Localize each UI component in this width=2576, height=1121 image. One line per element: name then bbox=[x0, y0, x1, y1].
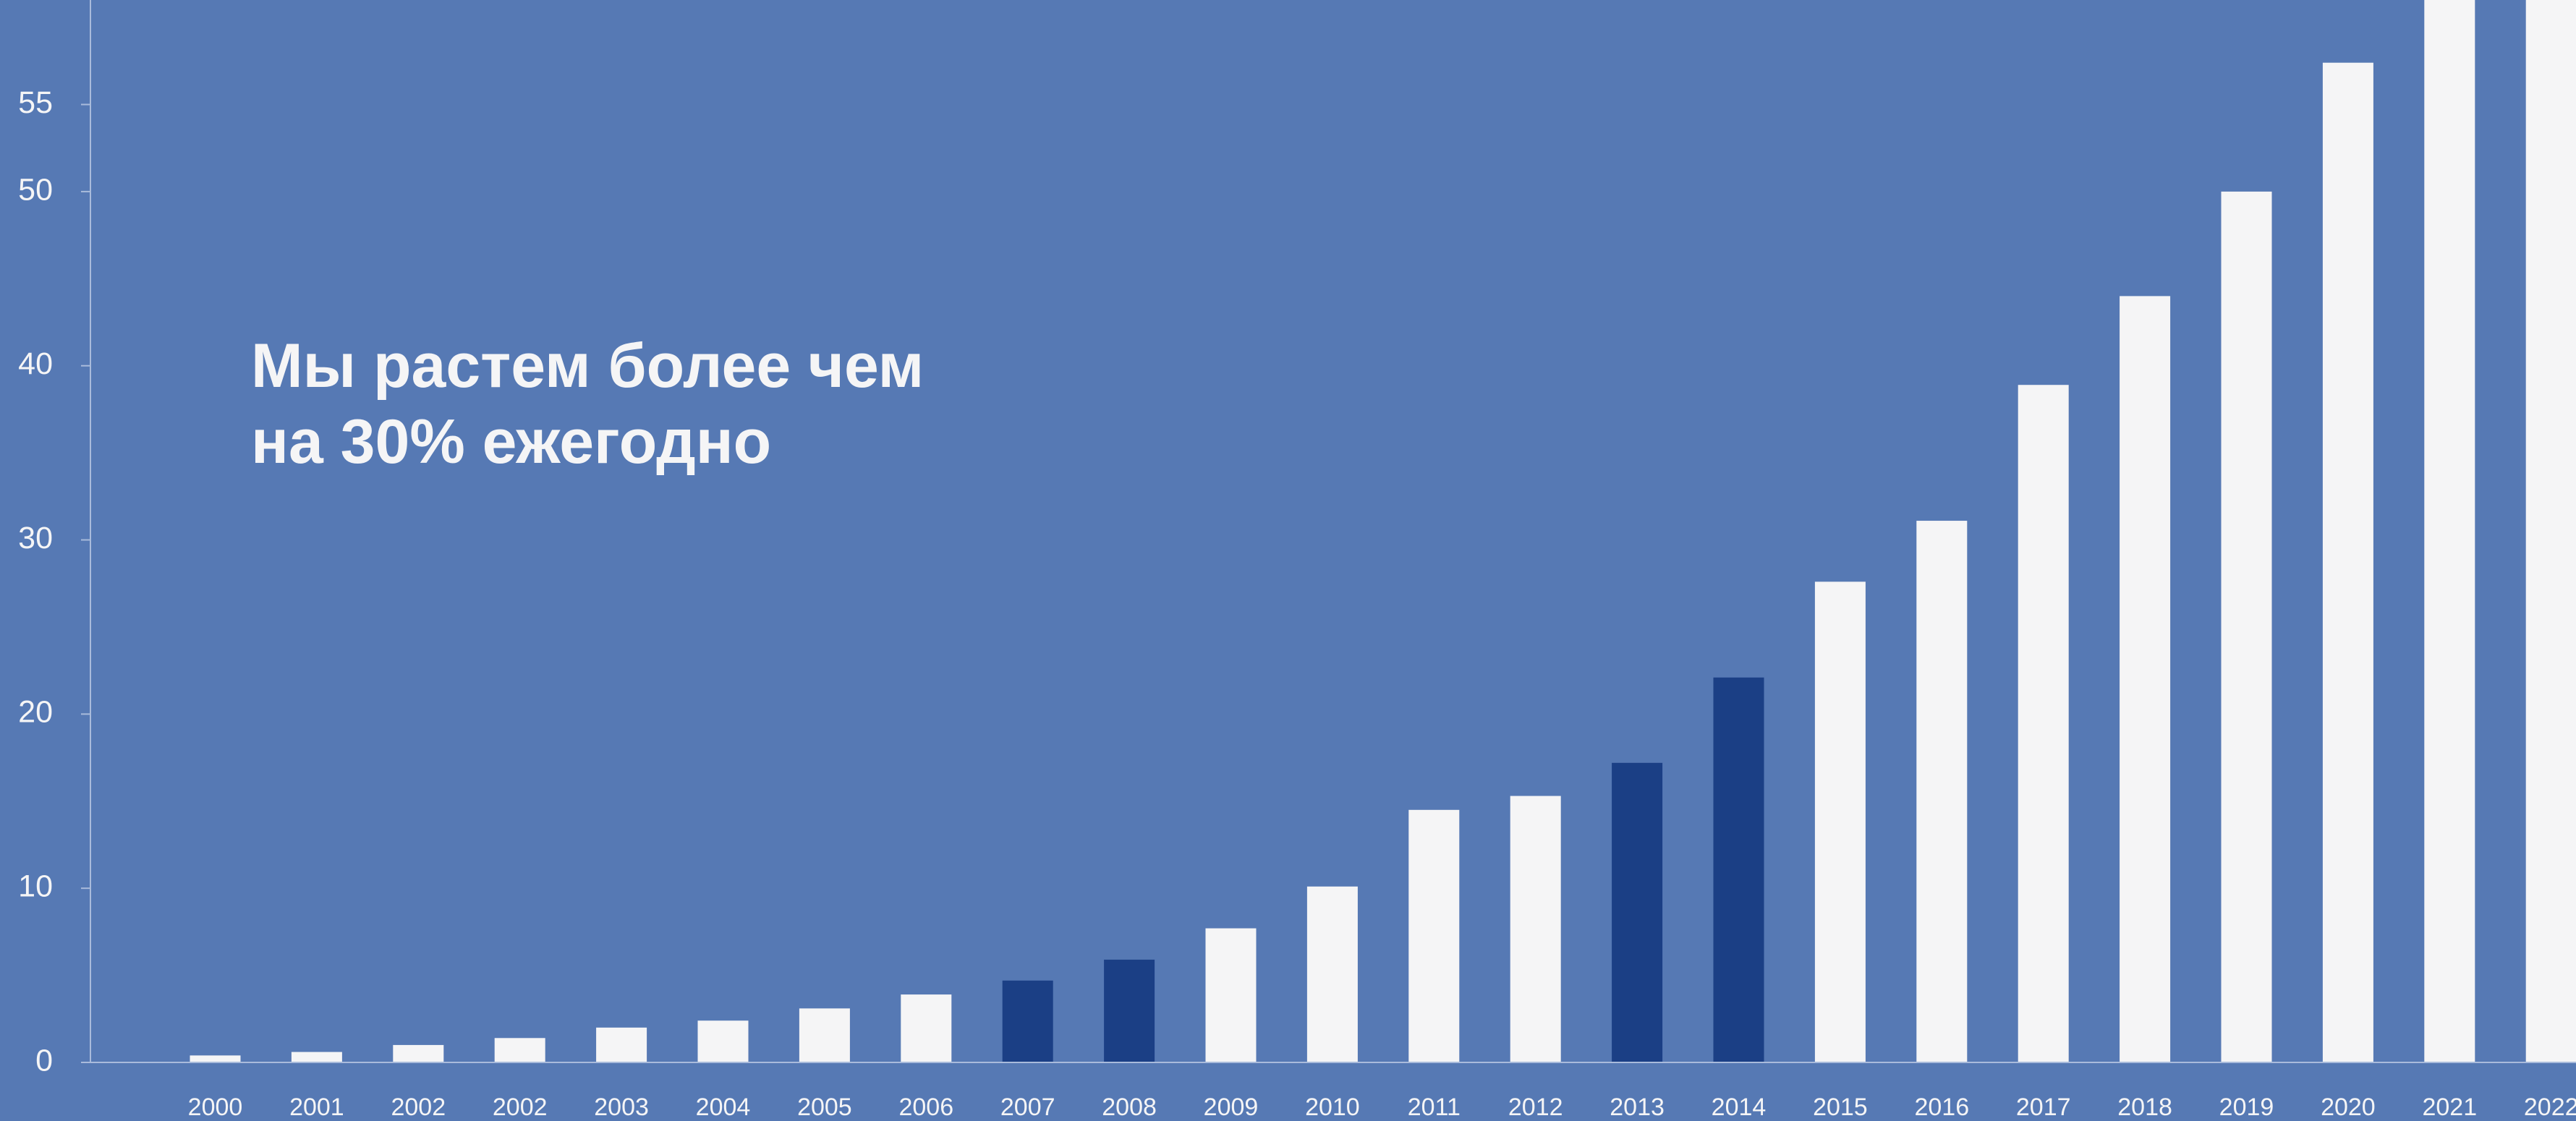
bar bbox=[1814, 581, 1866, 1062]
bar bbox=[596, 1027, 647, 1062]
x-tick-label: 2005 bbox=[797, 1094, 852, 1121]
x-tick-label: 2002 bbox=[391, 1094, 446, 1121]
bar bbox=[291, 1052, 342, 1062]
x-tick-label: 2000 bbox=[188, 1094, 243, 1121]
x-tick-label: 2019 bbox=[2219, 1094, 2274, 1121]
bar bbox=[1408, 809, 1460, 1062]
bar bbox=[1002, 980, 1053, 1062]
bar bbox=[2322, 62, 2373, 1063]
chart-title: на 30% ежегодно bbox=[251, 407, 771, 477]
x-tick-label: 2010 bbox=[1305, 1094, 1360, 1121]
y-tick-label: 30 bbox=[18, 521, 53, 555]
bar bbox=[901, 994, 952, 1062]
x-tick-label: 2011 bbox=[1408, 1094, 1461, 1121]
x-tick-label: 2021 bbox=[2422, 1094, 2477, 1121]
bar bbox=[1916, 521, 1968, 1062]
x-tick-label: 2001 bbox=[289, 1094, 344, 1121]
y-tick-label: 40 bbox=[18, 346, 53, 381]
bar bbox=[393, 1044, 444, 1062]
y-tick-label: 50 bbox=[18, 172, 53, 207]
x-tick-label: 2020 bbox=[2321, 1094, 2376, 1121]
x-tick-label: 2015 bbox=[1813, 1094, 1868, 1121]
chart-title: Мы растем более чем bbox=[251, 331, 924, 401]
x-tick-label: 2009 bbox=[1204, 1094, 1259, 1121]
bar bbox=[1306, 886, 1358, 1062]
bar bbox=[1510, 796, 1561, 1062]
x-tick-label: 2016 bbox=[1914, 1094, 1969, 1121]
bars bbox=[190, 0, 2576, 1063]
x-tick-label: 2004 bbox=[696, 1094, 751, 1121]
bar bbox=[2018, 385, 2069, 1062]
y-tick-label: 10 bbox=[18, 869, 53, 904]
y-tick-label: 20 bbox=[18, 695, 53, 730]
x-tick-label: 2017 bbox=[2016, 1094, 2071, 1121]
bar bbox=[1612, 762, 1663, 1062]
x-tick-label: 2007 bbox=[1000, 1094, 1055, 1121]
bar bbox=[1205, 928, 1257, 1062]
y-tick-label: 0 bbox=[35, 1043, 53, 1078]
bar bbox=[494, 1038, 545, 1062]
bar bbox=[799, 1008, 850, 1062]
x-tick-label: 2013 bbox=[1610, 1094, 1665, 1121]
bar bbox=[697, 1020, 749, 1062]
x-tick-label: 2006 bbox=[898, 1094, 953, 1121]
x-tick-label: 2002 bbox=[493, 1094, 548, 1121]
bar bbox=[190, 1055, 241, 1062]
bar bbox=[1104, 959, 1155, 1062]
bar bbox=[2221, 191, 2272, 1063]
x-tick-label: 2022 bbox=[2524, 1094, 2576, 1121]
bar bbox=[1713, 677, 1764, 1062]
bar bbox=[2525, 0, 2576, 1062]
bar bbox=[2424, 0, 2475, 1062]
x-tick-label: 2014 bbox=[1712, 1094, 1767, 1121]
x-tick-label: 2008 bbox=[1102, 1094, 1157, 1121]
x-tick-label: 2003 bbox=[594, 1094, 649, 1121]
y-tick-label: 55 bbox=[18, 85, 53, 120]
x-tick-label: 2018 bbox=[2117, 1094, 2172, 1121]
x-tick-label: 2012 bbox=[1508, 1094, 1563, 1121]
bar bbox=[2120, 296, 2171, 1062]
